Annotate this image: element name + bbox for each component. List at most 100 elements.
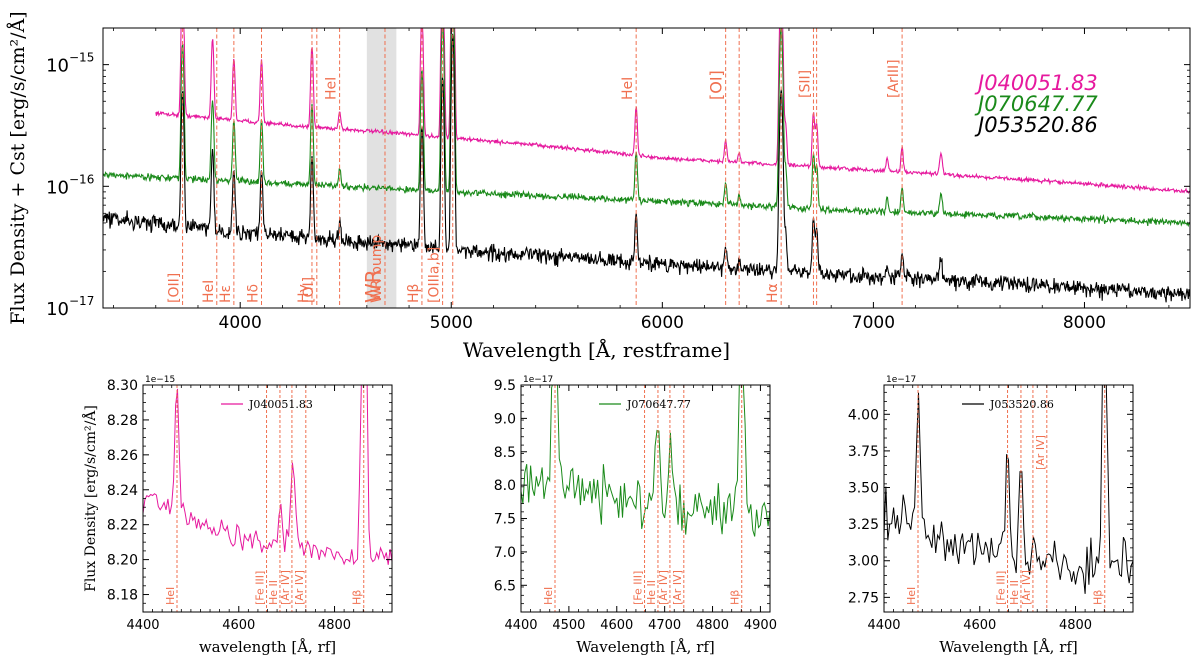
sub-x-tick-label: 4700 [648,618,681,633]
sub-marker-label: Hβ [729,590,742,605]
sub-y-tick-label: 9.0 [494,411,516,427]
marker-label: [SII] [797,70,813,98]
sub-marker-label: [Fe III] [254,571,267,605]
sub-y-tick-label: 9.5 [494,378,516,394]
marker-label: [ArIII] [886,59,902,98]
sub-y-tick-label: 3.25 [848,517,879,533]
sub-y-tick-label: 3.00 [848,554,879,570]
sub-x-tick-label: 4800 [318,618,351,633]
main-x-tick-label: 4000 [219,313,262,333]
sub-marker-label: [Ar IV] [279,570,292,605]
sub-x-tick-label: 4800 [696,618,729,633]
main-x-tick-label: 5000 [430,313,473,333]
marker-label: Hδ [246,284,262,303]
series-line-j070647.77 [103,28,1190,228]
sub-legend-label: J070647.77 [626,398,691,411]
main-y-tick-exponent: −16 [69,172,94,186]
sub-y-axis-label: Flux Density [erg/s/cm²/Å] [81,405,99,592]
wr-label: WR [361,269,385,303]
sub-series-line [143,385,392,566]
sub-marker-label: He II [267,580,280,605]
sub-x-tick-label: 4600 [600,618,633,633]
sub-y-tick-label: 8.5 [494,445,516,461]
sub-y-tick-label: 8.22 [107,518,138,534]
sub-x-tick-label: 4500 [552,618,585,633]
marker-label: Hβ [406,284,422,303]
sub-marker-label: [Ar IV] [657,570,670,605]
sub-series-line [521,385,770,537]
sub-y-tick-label: 3.50 [848,481,879,497]
sub-series-group [884,385,1133,594]
marker-label: Hα [765,283,781,303]
main-x-tick-label: 7000 [852,313,895,333]
marker-label: [OIIIa,b] [427,247,443,303]
sub-x-tick-label: 4600 [222,618,255,633]
sub-marker-label: [Ar IV] [293,570,306,605]
sub-x-axis-label: Wavelength [Å, rf] [576,638,715,656]
sub-legend-label: J040051.83 [248,398,313,411]
sub-marker-label: [Ar IV] [671,570,684,605]
sub-series-line [884,385,1133,594]
sub-x-tick-label: 4400 [126,618,159,633]
main-y-axis-label: Flux Density + Cst [erg/s/cm²/Å] [7,11,29,324]
sub-marker-label: [Ar IV] [1020,570,1033,605]
sub-offset-label: 1e−15 [145,375,175,385]
sub-x-tick-label: 4600 [963,618,996,633]
main-x-tick-label: 6000 [641,313,684,333]
sub-y-tick-label: 8.20 [107,553,138,569]
sub-y-tick-label: 8.28 [107,413,138,429]
sub-y-tick-label: 7.5 [494,512,516,528]
main-y-tick-exponent: −17 [69,294,94,308]
sub-y-tick-label: 6.5 [494,578,516,594]
sub-y-tick-label: 2.75 [848,590,879,606]
sub-offset-label: 1e−17 [523,375,553,385]
sub-y-tick-label: 4.00 [848,407,879,423]
marker-label: WR bump [369,235,385,303]
sub-marker-label: [Fe III] [995,571,1008,605]
sub-y-tick-label: 8.30 [107,378,138,394]
sub-marker-label: He II [645,580,658,605]
marker-label: HeI [324,77,340,100]
sub-marker-label: HeI [905,587,918,605]
sub-y-tick-label: 8.0 [494,478,516,494]
main-series-group [103,28,1190,303]
sub-y-tick-label: 8.18 [107,588,138,604]
sub-x-tick-label: 4400 [867,618,900,633]
series-line-j040051.83 [155,28,1190,194]
sub-offset-label: 1e−17 [886,375,916,385]
sub-series-group [143,385,392,566]
wr-band [366,28,397,308]
sub-legend-label: J053520.86 [989,398,1054,411]
main-y-tick-label: 10 [46,177,69,198]
sub-marker-label: HeI [164,587,177,605]
sub-x-tick-label: 4900 [744,618,777,633]
sub-marker-label: Hβ [1092,590,1105,605]
main-frame [102,27,1191,309]
main-y-tick-label: 10 [46,56,69,77]
legend-entry-j053520.86: J053520.86 [974,113,1098,137]
marker-label: Hγ [296,284,312,303]
sub-marker-label: [Ar IV] [1034,435,1047,470]
marker-label: [OI] [707,70,726,100]
sub-marker-label: Hβ [351,590,364,605]
main-x-tick-label: 8000 [1063,313,1106,333]
sub-x-tick-label: 4400 [504,618,537,633]
sub-series-group [521,385,770,537]
marker-label: [OII] [167,273,183,303]
sub-y-tick-label: 8.24 [107,483,138,499]
main-y-tick-label: 10 [46,299,69,320]
sub-frame [142,384,393,613]
sub-y-tick-label: 8.26 [107,448,138,464]
sub-x-tick-label: 4800 [1059,618,1092,633]
legend-entry-j040051.83: J040051.83 [974,71,1098,95]
main-y-tick-exponent: −15 [69,51,94,65]
series-line-j053520.86 [103,33,1190,303]
sub-marker-label: He II [1008,580,1021,605]
marker-label: HeI [620,77,636,100]
marker-label: [OI] [301,277,317,303]
